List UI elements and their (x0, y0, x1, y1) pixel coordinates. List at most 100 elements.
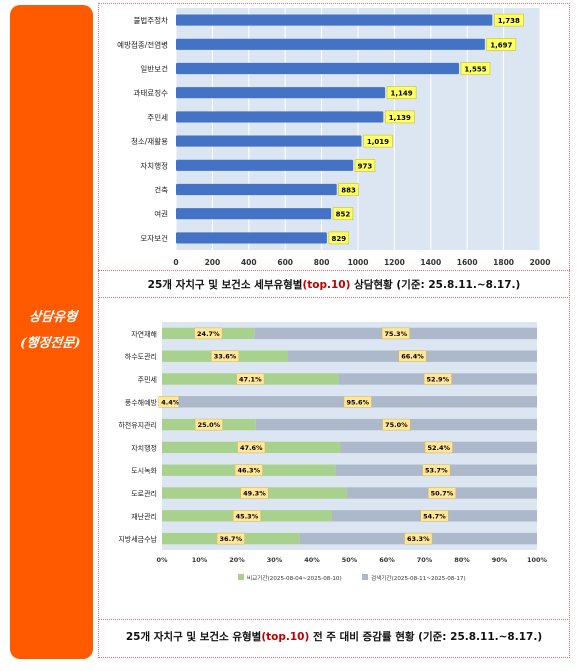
chart2-category-label: 하천유지관리 (118, 421, 157, 430)
sidebar-title-line1: 상담유형 (28, 310, 78, 325)
chart2-data-label-box (237, 441, 266, 454)
chart2-caption: 25개 자치구 및 보건소 유형별(top.10) 전 주 대비 증감률 현황 … (100, 629, 568, 644)
chart1-data-label: 1,019 (367, 138, 389, 146)
chart2-data-label-box (424, 441, 453, 454)
chart1-xtick-label: 1600 (457, 258, 478, 267)
divider-1 (98, 270, 570, 271)
chart1-data-label-box (363, 134, 393, 148)
chart2-data-label-box (216, 532, 245, 545)
chart1-data-label: 1,697 (490, 41, 512, 49)
chart2-data-label: 75.3% (385, 330, 408, 338)
chart1-data-label-box (328, 231, 349, 245)
chart1-xtick-label: 1800 (493, 258, 514, 267)
chart1-bar (176, 38, 485, 50)
chart2-xtick-label: 60% (379, 556, 395, 564)
chart1-category-label: 건축 (154, 185, 168, 195)
chart2-legend-label: 검색기간(2025-08-11~2025-08-17) (371, 574, 466, 582)
chart1-data-label: 973 (358, 162, 373, 170)
change-rate-chart: 0% 10% 20% 30% 40% 50% 60% 70% 80% 90% 100% 자연재해 24.… (118, 322, 548, 582)
content-frame (98, 3, 570, 658)
chart2-legend-label: 비교기간(2025-08-04~2025-08-10) (247, 574, 342, 582)
chart1-data-label-box (460, 62, 491, 75)
chart2-data-label-box (236, 373, 265, 385)
chart2-data-label: 54.7% (423, 512, 446, 520)
chart1-data-label: 883 (341, 187, 356, 195)
chart2-category-label: 재난관리 (131, 512, 157, 521)
chart2-xtick-label: 80% (454, 556, 470, 564)
chart1-data-label-box (332, 207, 354, 220)
chart1-caption: 25개 자치구 및 보건소 세부유형별(top.10) 상담현황 (기준: 25… (100, 277, 568, 292)
chart1-data-label: 1,149 (391, 90, 413, 98)
chart2-xtick-label: 100% (527, 556, 548, 564)
chart2-xtick-label: 0% (156, 556, 168, 564)
chart1-category-label: 일반보건 (140, 64, 168, 74)
chart2-data-label: 33.6% (214, 353, 237, 361)
chart1-bar (176, 159, 354, 171)
divider-3 (98, 619, 570, 620)
chart2-data-label-box (423, 373, 452, 385)
chart2-category-label: 풍수해예방 (125, 398, 158, 407)
chart1-category-label: 불법주정차 (134, 15, 169, 25)
chart1-data-label: 1,555 (464, 66, 486, 74)
chart1-xtick-label: 600 (277, 258, 293, 267)
chart2-data-label: 95.6% (346, 398, 369, 406)
chart1-bar (176, 183, 337, 196)
chart2-category-label: 도로관리 (131, 489, 157, 498)
chart2-xtick-label: 30% (267, 556, 283, 564)
chart2-legend-swatch (362, 574, 368, 580)
chart2-data-label-box (427, 487, 456, 499)
chart1-data-label-box (384, 110, 415, 124)
chart1-bar (176, 62, 460, 75)
chart1-xtick-label: 1200 (384, 258, 405, 267)
chart2-data-label: 52.4% (427, 444, 450, 452)
chart2-xtick-label: 90% (492, 556, 508, 564)
chart2-data-label-box (422, 464, 451, 476)
chart2-data-label: 50.7% (431, 490, 454, 498)
chart2-data-label: 36.7% (220, 535, 243, 543)
chart2-data-label-box (232, 510, 261, 522)
chart2-data-label: 52.9% (427, 376, 450, 384)
chart2-data-label: 49.3% (243, 490, 266, 498)
chart1-bar (176, 87, 386, 99)
chart2-data-label: 47.6% (240, 444, 263, 452)
chart1-data-label: 829 (331, 235, 346, 243)
chart1-data-label-box (338, 183, 359, 196)
chart2-data-label: 63.3% (407, 535, 430, 543)
chart1-category-label: 과태료징수 (134, 88, 169, 98)
chart2-xtick-label: 50% (342, 556, 358, 564)
chart2-category-label: 하수도관리 (125, 352, 157, 361)
chart2-data-label: 75.0% (385, 421, 408, 429)
chart1-data-label-box (494, 13, 524, 27)
chart2-legend-swatch (238, 574, 244, 580)
chart1-xtick-label: 200 (205, 258, 221, 267)
chart1-caption-post: 상담현황 (기준: 25.8.11.~8.17.) (350, 279, 521, 291)
chart2-data-label: 47.1% (239, 376, 262, 384)
chart2-data-label: 25.0% (198, 421, 221, 429)
chart1-category-label: 자치행정 (140, 160, 168, 170)
divider-2 (98, 297, 570, 298)
chart2-xtick-label: 10% (192, 556, 208, 564)
chart2-data-label-box (382, 418, 411, 431)
chart2-data-label: 46.3% (238, 467, 261, 475)
chart2-data-label: 53.7% (425, 467, 448, 475)
chart2-data-label-box (234, 464, 263, 476)
chart1-category-label: 청소/재활용 (131, 136, 168, 146)
sidebar-title-line2: (행정전문) (19, 336, 82, 351)
chart1-xtick-label: 1000 (348, 258, 369, 267)
chart1-xtick-label: 0 (173, 258, 178, 267)
chart1-data-label-box (486, 37, 517, 51)
chart2-caption-highlight: (top.10) (261, 631, 310, 643)
chart2-data-label: 4.4% (161, 398, 180, 406)
chart2-data-label: 24.7% (197, 330, 220, 338)
chart1-data-label: 1,738 (498, 17, 520, 25)
chart1-category-label: 여권 (154, 209, 168, 219)
chart2-data-label-box (240, 487, 269, 499)
chart1-data-label: 852 (336, 211, 351, 219)
chart2-category-label: 도시녹화 (131, 467, 157, 475)
chart1-data-label-box (386, 86, 417, 99)
chart1-bar (176, 208, 332, 220)
chart1-bar (176, 232, 327, 244)
chart2-xtick-label: 70% (417, 556, 433, 564)
chart2-data-label-box (194, 327, 223, 340)
chart2-data-label-box (398, 350, 427, 362)
